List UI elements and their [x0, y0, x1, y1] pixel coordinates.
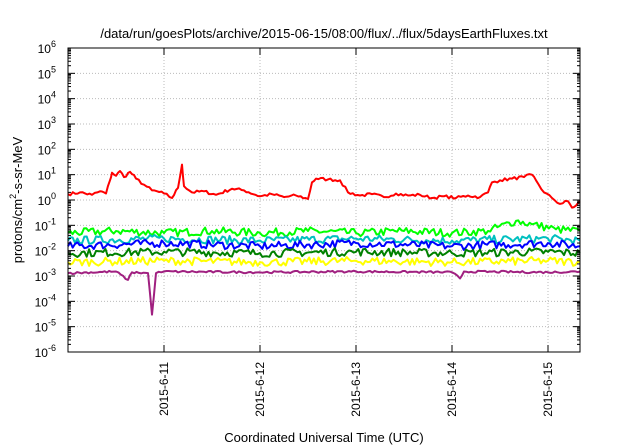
y-tick-exponent: 4	[51, 90, 56, 100]
y-tick-exponent: -3	[48, 267, 56, 277]
x-tick-label: 2015-6-11	[157, 362, 171, 416]
y-tick-base: 10	[38, 143, 52, 157]
x-tick-label: 2015-6-14	[445, 362, 459, 417]
y-tick-base: 10	[35, 270, 49, 284]
y-tick-label: 104	[38, 90, 56, 107]
y-tick-label: 10-6	[35, 343, 56, 360]
y-tick-exponent: -6	[48, 343, 56, 353]
y-tick-label: 10-3	[35, 267, 56, 284]
y-tick-base: 10	[35, 321, 49, 335]
y-tick-exponent: 2	[51, 140, 56, 150]
y-tick-base: 10	[38, 169, 52, 183]
y-tick-label: 101	[38, 166, 56, 183]
y-tick-label: 106	[38, 39, 56, 56]
x-tick-label: 2015-6-15	[541, 362, 555, 417]
y-tick-base: 10	[35, 219, 49, 233]
y-tick-exponent: -2	[48, 242, 56, 252]
series-line	[67, 269, 581, 316]
y-tick-exponent: 3	[51, 115, 56, 125]
series-line	[67, 247, 581, 258]
y-tick-label: 100	[38, 191, 56, 208]
y-axis-label: protons/cm2-s-sr-MeV	[8, 136, 25, 263]
y-axis-label-sup: 2	[8, 194, 18, 199]
y-tick-base: 10	[38, 118, 52, 132]
y-tick-exponent: -1	[48, 216, 56, 226]
series-line	[67, 256, 581, 267]
y-tick-exponent: -4	[48, 292, 56, 302]
y-tick-label: 10-5	[35, 318, 56, 335]
y-tick-base: 10	[35, 346, 49, 360]
x-ticks: 2015-6-11 2015-6-12 2015-6-13 2015-6-14 2015…	[157, 48, 555, 417]
x-tick-label: 2015-6-12	[253, 362, 267, 417]
series-line	[67, 238, 581, 251]
y-tick-base: 10	[38, 67, 52, 81]
y-tick-label: 102	[38, 140, 56, 157]
y-tick-exponent: 6	[51, 39, 56, 49]
y-tick-label: 105	[38, 64, 56, 81]
y-tick-label: 10-2	[35, 242, 56, 259]
y-axis-label-prefix: protons/cm	[10, 199, 25, 263]
y-tick-base: 10	[38, 42, 52, 56]
y-tick-label: 103	[38, 115, 56, 132]
y-tick-label: 10-1	[35, 216, 56, 233]
chart-title: /data/run/goesPlots/archive/2015-06-15/0…	[100, 26, 548, 41]
y-axis-label-suffix: -s-sr-MeV	[10, 136, 25, 193]
y-tick-exponent: -5	[48, 318, 56, 328]
y-tick-base: 10	[38, 194, 52, 208]
series-line	[67, 163, 581, 209]
series-group	[67, 163, 581, 316]
x-axis-label: Coordinated Universal Time (UTC)	[224, 430, 423, 445]
y-tick-exponent: 1	[51, 166, 56, 176]
series-line	[67, 234, 581, 245]
y-tick-base: 10	[38, 93, 52, 107]
series-line	[67, 219, 581, 238]
y-tick-base: 10	[35, 295, 49, 309]
y-tick-base: 10	[35, 245, 49, 259]
y-ticks: 10-610-510-410-310-210-11001011021031041…	[35, 39, 580, 360]
y-tick-exponent: 0	[51, 191, 56, 201]
x-tick-label: 2015-6-13	[349, 362, 363, 417]
y-tick-exponent: 5	[51, 64, 56, 74]
grid	[68, 48, 580, 352]
y-tick-label: 10-4	[35, 292, 56, 309]
